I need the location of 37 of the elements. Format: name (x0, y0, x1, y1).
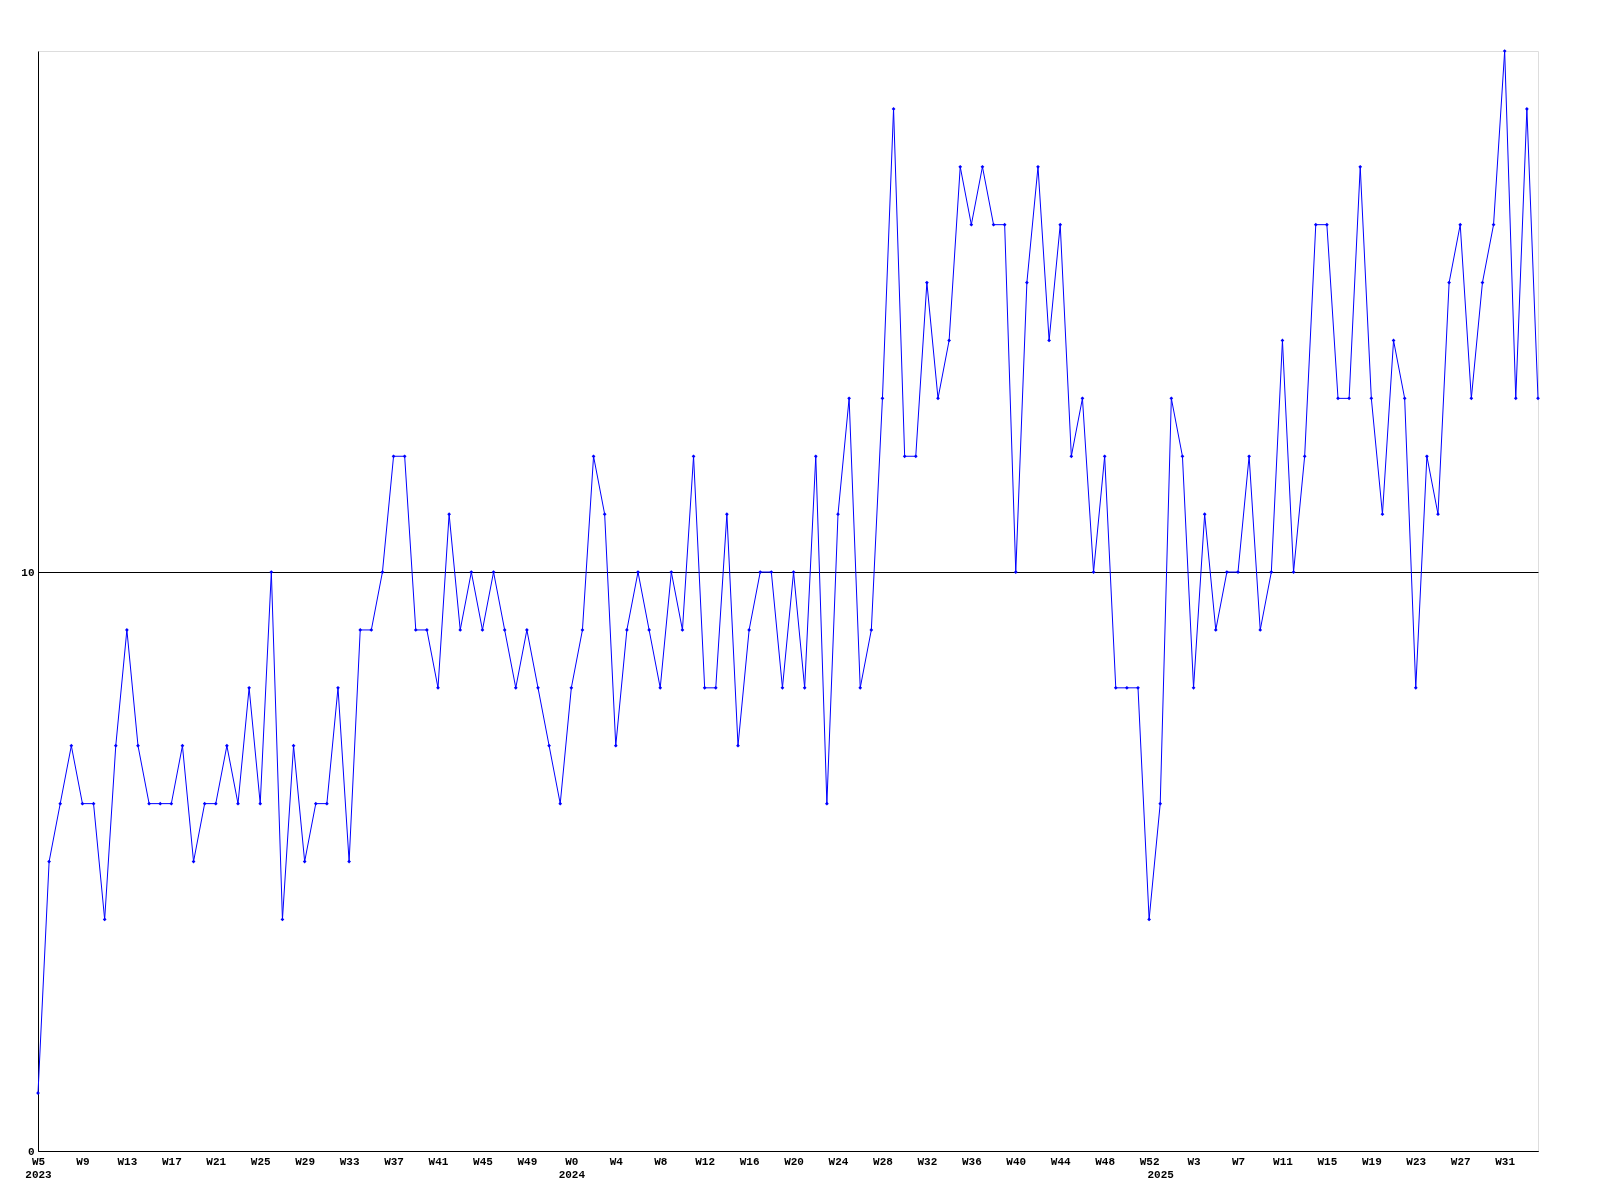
x-tick-label: W24 (828, 1155, 849, 1168)
x-tick-label: W21 (206, 1155, 227, 1168)
x-tick-label: W29 (295, 1155, 316, 1168)
x-tick-label: W28 (873, 1155, 894, 1168)
x-tick-label: W36 (961, 1155, 982, 1168)
y-tick-label: 0 (27, 1145, 35, 1158)
x-tick-label: W52 (1139, 1155, 1160, 1168)
x-tick-label: W7 (1231, 1155, 1246, 1168)
x-tick-label: W23 (1406, 1155, 1427, 1168)
x-tick-label: W11 (1273, 1155, 1294, 1168)
x-tick-label: W9 (76, 1155, 90, 1168)
y-tick-label: 10 (21, 566, 35, 579)
x-tick-label: W27 (1450, 1155, 1471, 1168)
x-tick-label: W37 (384, 1155, 404, 1168)
x-tick-label: W19 (1361, 1155, 1382, 1168)
x-tick-label: W49 (517, 1155, 538, 1168)
x-tick-label: W45 (473, 1155, 494, 1168)
x-tick-label: W32 (917, 1155, 938, 1168)
x-tick-label: W5 2023 (25, 1155, 53, 1181)
x-tick-label: W20 (784, 1155, 804, 1168)
x-tick-label: W4 (609, 1155, 624, 1168)
x-tick-label: W17 (161, 1155, 182, 1168)
x-tick-label: W33 (339, 1155, 360, 1168)
x-tick-label: W25 (250, 1155, 272, 1168)
x-tick-label: W31 (1495, 1155, 1516, 1168)
x-tick-label: W41 (428, 1155, 449, 1168)
x-tick-label: 2025 (1147, 1168, 1175, 1181)
x-tick-label: W40 (1006, 1155, 1027, 1168)
x-tick-label: W13 (117, 1155, 138, 1168)
x-tick-label: W44 (1050, 1155, 1072, 1168)
x-tick-label: W8 (654, 1155, 668, 1168)
x-tick-label: W0 2024 (558, 1155, 586, 1181)
x-tick-label: W3 (1187, 1155, 1202, 1168)
x-tick-label: W12 (695, 1155, 716, 1168)
x-tick-label: W48 (1095, 1155, 1116, 1168)
x-tick-label: W15 (1317, 1155, 1338, 1168)
x-tick-label: W16 (739, 1155, 760, 1168)
